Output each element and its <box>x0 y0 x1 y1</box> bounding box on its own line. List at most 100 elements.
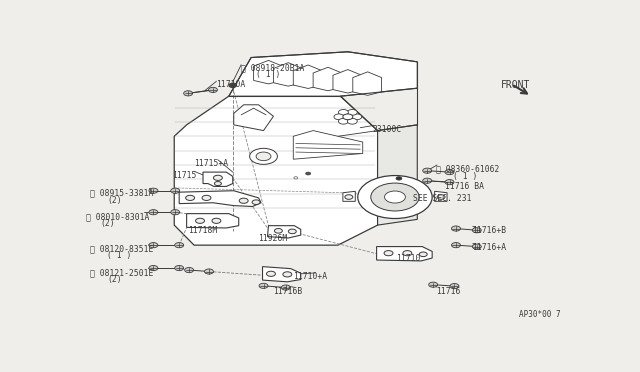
Circle shape <box>171 210 180 215</box>
Circle shape <box>149 188 158 193</box>
Polygon shape <box>234 105 273 131</box>
Circle shape <box>429 282 438 287</box>
Circle shape <box>306 172 310 175</box>
Circle shape <box>403 251 412 256</box>
Polygon shape <box>229 52 417 96</box>
Polygon shape <box>313 67 342 91</box>
Circle shape <box>472 228 481 233</box>
Text: 11926M: 11926M <box>257 234 287 243</box>
Text: 11716+A: 11716+A <box>472 243 506 252</box>
Text: ⓝ 08918-20B1A: ⓝ 08918-20B1A <box>241 63 305 72</box>
Polygon shape <box>333 70 362 93</box>
Text: AP30*00 7: AP30*00 7 <box>520 310 561 319</box>
Text: 11710A: 11710A <box>216 80 246 89</box>
Circle shape <box>339 109 348 115</box>
Polygon shape <box>353 72 381 95</box>
Text: 11716 BA: 11716 BA <box>445 182 484 190</box>
Polygon shape <box>174 96 378 245</box>
Circle shape <box>396 177 402 180</box>
Circle shape <box>171 188 180 193</box>
Polygon shape <box>293 131 363 159</box>
Text: Ⓑ 08121-2501E: Ⓑ 08121-2501E <box>90 268 154 277</box>
Text: 23100C: 23100C <box>372 125 402 134</box>
Circle shape <box>252 200 260 205</box>
Circle shape <box>212 218 221 223</box>
Polygon shape <box>378 125 417 225</box>
Circle shape <box>256 152 271 161</box>
Circle shape <box>423 168 431 173</box>
Text: 11710+A: 11710+A <box>293 272 328 281</box>
Text: 11715+A: 11715+A <box>194 159 228 168</box>
Text: 11716B: 11716B <box>273 287 303 296</box>
Polygon shape <box>293 65 322 89</box>
Circle shape <box>419 252 428 257</box>
Circle shape <box>343 114 353 120</box>
Circle shape <box>445 180 454 185</box>
Circle shape <box>175 266 184 271</box>
Circle shape <box>214 182 221 186</box>
Circle shape <box>437 195 445 199</box>
Polygon shape <box>268 226 301 238</box>
Circle shape <box>445 170 454 175</box>
Circle shape <box>175 243 184 248</box>
Circle shape <box>282 285 291 290</box>
Text: FRONT: FRONT <box>500 80 530 90</box>
Circle shape <box>345 195 353 199</box>
Polygon shape <box>253 60 282 84</box>
Text: ( 1 ): ( 1 ) <box>256 70 280 79</box>
Circle shape <box>184 91 193 96</box>
Polygon shape <box>179 191 261 206</box>
Circle shape <box>472 244 481 249</box>
Text: ( 1 ): ( 1 ) <box>108 251 132 260</box>
Circle shape <box>385 191 405 203</box>
Polygon shape <box>376 247 432 261</box>
Circle shape <box>250 148 277 164</box>
Circle shape <box>149 266 158 271</box>
Circle shape <box>371 183 419 211</box>
Text: (2): (2) <box>108 196 122 205</box>
Polygon shape <box>187 214 239 228</box>
Circle shape <box>196 218 205 223</box>
Circle shape <box>259 283 268 288</box>
Circle shape <box>149 210 158 215</box>
Circle shape <box>186 195 195 201</box>
Circle shape <box>185 267 193 273</box>
Text: Ⓢ 08360-61062: Ⓢ 08360-61062 <box>436 164 499 173</box>
Text: 11710: 11710 <box>396 254 421 263</box>
Circle shape <box>202 195 211 201</box>
Circle shape <box>339 118 348 124</box>
Text: ( 1 ): ( 1 ) <box>454 171 478 180</box>
Circle shape <box>266 271 275 276</box>
Circle shape <box>358 176 432 218</box>
Circle shape <box>205 269 213 274</box>
Text: (2): (2) <box>108 275 122 284</box>
Circle shape <box>352 114 362 120</box>
Text: Ⓑ 08010-8301A: Ⓑ 08010-8301A <box>86 212 149 221</box>
Text: 11715: 11715 <box>172 171 196 180</box>
Circle shape <box>288 229 296 234</box>
Circle shape <box>213 175 222 180</box>
Text: SEE SEC. 231: SEE SEC. 231 <box>413 193 472 203</box>
Polygon shape <box>343 191 355 201</box>
Polygon shape <box>203 172 233 186</box>
Circle shape <box>451 226 460 231</box>
Circle shape <box>450 283 459 289</box>
Text: (2): (2) <box>101 219 115 228</box>
Circle shape <box>348 109 357 115</box>
Text: 11716+B: 11716+B <box>472 226 506 235</box>
Polygon shape <box>435 191 447 201</box>
Circle shape <box>275 228 282 233</box>
Text: Ⓑ 08120-8351E: Ⓑ 08120-8351E <box>90 244 154 253</box>
Circle shape <box>239 198 248 203</box>
Text: Ⓜ 08915-3381A: Ⓜ 08915-3381A <box>90 189 154 198</box>
Circle shape <box>149 243 158 248</box>
Text: 11718M: 11718M <box>188 226 218 235</box>
Circle shape <box>209 87 218 93</box>
Circle shape <box>229 83 237 87</box>
Circle shape <box>384 251 393 256</box>
Polygon shape <box>273 63 302 86</box>
Circle shape <box>348 118 357 124</box>
Circle shape <box>423 178 431 183</box>
Circle shape <box>294 177 298 179</box>
Circle shape <box>451 243 460 248</box>
